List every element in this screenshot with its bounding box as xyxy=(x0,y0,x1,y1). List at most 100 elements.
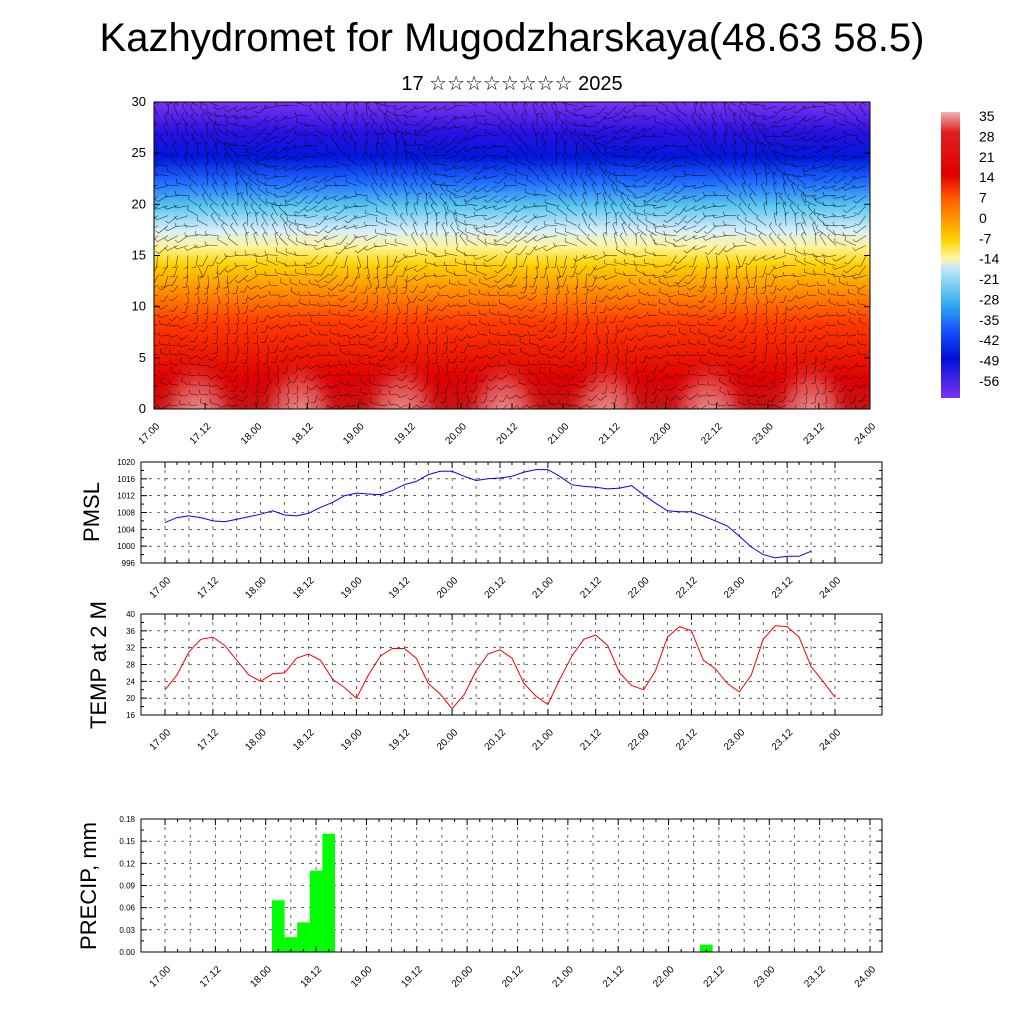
wind-barb xyxy=(233,134,248,139)
wind-barb-flag xyxy=(278,233,282,238)
wind-barb xyxy=(238,394,248,402)
wind-barb xyxy=(266,125,278,136)
wind-barb-shaft xyxy=(166,245,179,251)
wind-barb xyxy=(209,398,218,406)
cross-section-warm-cells xyxy=(159,338,849,409)
wind-barb-flag xyxy=(149,342,150,346)
wind-barb xyxy=(265,365,270,376)
wind-barb-flag xyxy=(293,392,298,395)
wind-barb-flag xyxy=(313,93,316,95)
wind-barb xyxy=(217,384,228,390)
wind-barb xyxy=(298,320,308,326)
wind-barb-shaft xyxy=(228,147,238,157)
wind-barb xyxy=(207,382,218,387)
wind-barb-flag xyxy=(303,208,308,212)
wind-barb xyxy=(169,265,179,278)
wind-barb-flag xyxy=(164,227,168,232)
wind-barb xyxy=(304,230,318,236)
wind-barb-flag xyxy=(217,386,222,390)
wind-barb xyxy=(198,102,209,107)
wind-barb-shaft xyxy=(228,237,238,246)
wind-barb-shaft xyxy=(264,325,268,333)
wind-barb-flag xyxy=(265,152,270,155)
wind-barb-shaft xyxy=(158,245,169,254)
wind-barb-flag xyxy=(168,318,173,322)
wind-barb xyxy=(277,293,288,298)
wind-barb xyxy=(287,312,298,317)
wind-barb xyxy=(234,262,248,267)
wind-barb-flag xyxy=(253,342,258,345)
wind-barb-flag xyxy=(263,104,267,109)
wind-barb-shaft xyxy=(207,275,210,288)
wind-barb-shaft xyxy=(235,183,239,196)
wind-barb-shaft xyxy=(256,335,258,344)
wind-barb xyxy=(249,193,258,206)
wind-barb xyxy=(310,327,318,336)
wind-barb-flag xyxy=(228,396,232,400)
wind-barb xyxy=(217,125,228,137)
wind-barb-flag xyxy=(243,106,247,111)
wind-barb xyxy=(254,252,268,258)
wind-barb-flag xyxy=(270,212,274,216)
wind-barb-flag xyxy=(187,194,190,199)
wind-barb-shaft xyxy=(154,154,159,157)
wind-barb-flag xyxy=(194,230,197,235)
wind-barb-flag xyxy=(279,350,284,353)
wind-barb xyxy=(198,345,209,352)
wind-barb-flag xyxy=(294,261,296,266)
wind-barb-flag xyxy=(267,382,272,386)
wind-barb-shaft xyxy=(212,184,219,196)
wind-barb xyxy=(185,285,190,296)
wind-barb xyxy=(199,103,209,117)
wind-barb xyxy=(297,333,308,338)
wind-barb-flag xyxy=(237,164,241,169)
warm-cell xyxy=(261,338,338,409)
wind-barb xyxy=(159,340,169,346)
wind-barb-flag xyxy=(164,180,167,185)
wind-barb-shaft xyxy=(299,315,308,317)
wind-barb xyxy=(293,385,298,395)
wind-barb-shaft xyxy=(240,195,248,206)
wind-barb-shaft xyxy=(248,177,258,186)
wind-barb xyxy=(293,143,308,149)
wind-barb-flag xyxy=(307,312,310,317)
wind-barb-shaft xyxy=(200,136,209,147)
wind-barb-shaft xyxy=(270,305,278,309)
wind-barb-shaft xyxy=(175,225,188,227)
wind-barb-flag xyxy=(247,297,252,301)
wind-barb xyxy=(254,365,259,375)
wind-barb-flag xyxy=(255,382,260,386)
wind-barb xyxy=(188,173,199,186)
wind-barb xyxy=(218,214,228,226)
warm-cell xyxy=(568,338,645,409)
wind-barb-shaft xyxy=(236,105,248,112)
wind-barb xyxy=(297,364,308,371)
wind-barb-shaft xyxy=(178,235,189,243)
wind-barb-flag xyxy=(179,163,183,167)
wind-barb-flag xyxy=(170,132,174,137)
wind-barb-shaft xyxy=(169,344,178,347)
wind-barb-shaft xyxy=(200,115,209,127)
wind-barb xyxy=(180,357,189,366)
wind-barb-shaft xyxy=(217,275,220,288)
wind-barb-flag xyxy=(257,294,261,299)
wind-barb-flag xyxy=(190,103,193,107)
wind-barb-flag xyxy=(234,262,237,267)
wind-barb xyxy=(247,295,258,301)
wind-barb-flag xyxy=(279,340,284,343)
wind-barb xyxy=(200,112,209,127)
wind-barb xyxy=(253,394,258,405)
wind-barb xyxy=(169,153,179,166)
wind-barb-shaft xyxy=(258,197,268,206)
wind-barb-flag xyxy=(272,221,276,226)
wind-barb xyxy=(224,113,238,118)
wind-barb-flag xyxy=(223,342,228,345)
wind-barb-flag xyxy=(198,349,203,352)
wind-barb-flag xyxy=(181,102,186,106)
wind-barb-shaft xyxy=(154,225,159,229)
wind-barb-shaft xyxy=(305,244,318,246)
wind-barb-flag xyxy=(473,413,477,414)
wind-barb-shaft xyxy=(257,355,260,364)
wind-barb-shaft xyxy=(202,255,209,267)
